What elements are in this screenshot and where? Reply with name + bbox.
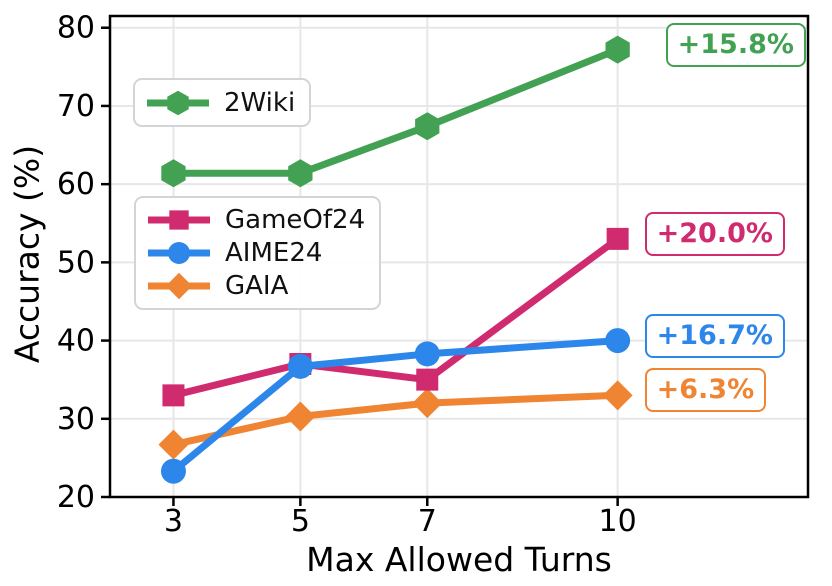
- annotation-aime24-gain: +16.7%: [644, 313, 785, 358]
- legend-label-aime24: AIME24: [225, 237, 323, 268]
- y-tick-label-60: 60: [57, 167, 95, 202]
- y-tick-label-30: 30: [57, 402, 95, 437]
- legend-label-2wiki: 2Wiki: [224, 87, 296, 118]
- legend-label-gameof24: GameOf24: [225, 204, 366, 235]
- legend-glyph-AIME24: [168, 241, 190, 264]
- y-tick-label-20: 20: [57, 480, 95, 515]
- data-point-GAIA-x7: [412, 388, 443, 419]
- y-tick-label-80: 80: [57, 11, 95, 46]
- y-tick-label-40: 40: [57, 324, 95, 359]
- data-point-AIME24-x3: [160, 458, 186, 484]
- legend-2wiki: 2Wiki: [133, 78, 312, 127]
- legend-glyph-2Wiki: [167, 90, 189, 115]
- series-line-GAIA: [170, 391, 622, 449]
- data-point-AIME24-x7: [414, 341, 440, 367]
- annotation-gameof24-gain: +20.0%: [644, 211, 785, 256]
- data-point-GameOf24-x7: [416, 368, 439, 391]
- legend-item-gameof24: GameOf24: [146, 203, 365, 236]
- legend-item-aime24: AIME24: [146, 236, 365, 269]
- legend-main: GameOf24 AIME24 GAIA: [134, 196, 382, 310]
- data-point-GAIA-x3: [158, 429, 189, 460]
- data-point-AIME24-x10: [605, 328, 631, 354]
- legend-item-gaia: GAIA: [146, 270, 365, 303]
- legend-glyph-GameOf24: [169, 209, 189, 230]
- data-point-2Wiki-x7: [415, 112, 440, 141]
- legend-marker-aime24-icon: [148, 241, 210, 264]
- x-tick-label-5: 5: [291, 504, 310, 539]
- data-point-GameOf24-x10: [606, 227, 629, 250]
- x-tick-label-7: 7: [418, 504, 437, 539]
- data-point-GameOf24-x3: [162, 384, 185, 407]
- data-point-GAIA-x5: [285, 401, 316, 432]
- x-axis-label: Max Allowed Turns: [306, 540, 612, 579]
- y-tick-label-50: 50: [57, 245, 95, 280]
- data-point-AIME24-x5: [287, 353, 313, 379]
- series-line-2Wiki: [170, 46, 622, 177]
- data-point-2Wiki-x5: [288, 159, 313, 188]
- x-tick-label-10: 10: [599, 504, 637, 539]
- legend-glyph-GAIA: [165, 273, 193, 300]
- series-line-AIME24: [170, 337, 622, 475]
- x-tick-label-3: 3: [164, 504, 183, 539]
- data-point-2Wiki-x3: [161, 159, 186, 188]
- legend-label-gaia: GAIA: [225, 271, 289, 302]
- legend-marker-2wiki-icon: [147, 90, 209, 115]
- data-point-2Wiki-x10: [605, 35, 630, 64]
- legend-marker-gaia-icon: [148, 273, 210, 300]
- legend-marker-gameof24-icon: [148, 209, 210, 230]
- data-point-GAIA-x10: [602, 380, 633, 411]
- annotation-gaia-gain: +6.3%: [644, 368, 767, 413]
- y-axis-label: Accuracy (%): [7, 144, 47, 364]
- axes-spines: [108, 14, 810, 499]
- annotation-2wiki-gain: +15.8%: [665, 22, 806, 67]
- legend-item-2wiki: 2Wiki: [145, 86, 295, 120]
- series-line-GameOf24: [170, 235, 622, 399]
- y-tick-label-70: 70: [57, 89, 95, 124]
